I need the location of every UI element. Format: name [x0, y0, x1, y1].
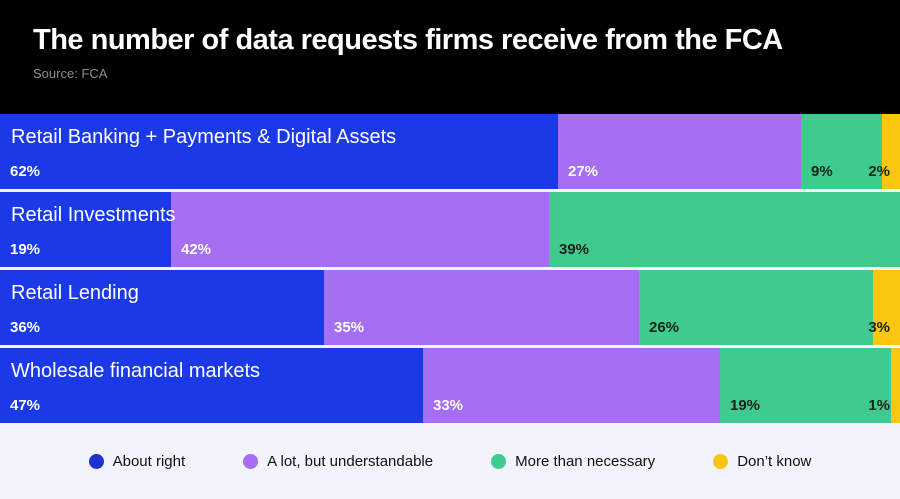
bar-value-label: 2% — [868, 163, 890, 180]
legend-dot-icon — [243, 453, 259, 469]
legend-label: A lot, but understandable — [267, 452, 434, 470]
bar-category-label: Retail Lending — [11, 282, 139, 304]
bar-segment-a-lot-but-understandable: 27% — [558, 114, 801, 189]
bar-value-label: 3% — [868, 319, 890, 336]
bar-segment-more-than-necessary: 39% — [549, 192, 900, 267]
bar-row-retail-lending: Retail Lending 36% 35% 26% 3% — [0, 270, 900, 345]
bar-value-label: 1% — [868, 397, 890, 414]
bar-row-retail-investments: Retail Investments 19% 42% 39% — [0, 192, 900, 267]
bar-category-label: Retail Investments — [11, 204, 176, 226]
legend-dot-icon — [713, 453, 729, 469]
bar-segment-don-t-know — [891, 348, 900, 423]
bar-category-label: Retail Banking + Payments & Digital Asse… — [11, 126, 397, 148]
bar-segment-about-right: 47% — [0, 348, 423, 423]
legend-item-don-t-know: Don’t know — [713, 453, 811, 470]
bar-segment-more-than-necessary: 19% — [720, 348, 891, 423]
legend-label: Don’t know — [737, 452, 812, 470]
chart-legend: About right A lot, but understandable More… — [0, 423, 900, 499]
bar-segment-more-than-necessary: 26% — [639, 270, 873, 345]
bar-segment-a-lot-but-understandable: 42% — [171, 192, 549, 267]
bar-value-label: 62% — [10, 163, 41, 180]
legend-item-a-lot-but-understandable: A lot, but understandable — [243, 453, 433, 470]
bar-value-label: 33% — [433, 397, 464, 414]
bar-value-label: 36% — [10, 319, 41, 336]
bar-category-label: Wholesale financial markets — [11, 360, 260, 382]
chart-source: Source: FCA — [33, 66, 108, 82]
bar-value-label: 42% — [181, 241, 212, 258]
bar-segment-a-lot-but-understandable: 35% — [324, 270, 639, 345]
bar-value-label: 19% — [10, 241, 41, 258]
bar-value-label: 9% — [811, 163, 833, 180]
bar-segment-about-right: 19% — [0, 192, 171, 267]
legend-dot-icon — [88, 453, 104, 469]
bar-value-label: 19% — [730, 397, 761, 414]
bar-segment-about-right: 62% — [0, 114, 558, 189]
bar-value-label: 26% — [649, 319, 680, 336]
bar-value-label: 39% — [559, 241, 590, 258]
bar-row-retail-banking-payments-digital-assets: Retail Banking + Payments & Digital Asse… — [0, 114, 900, 189]
bar-segment-don-t-know — [873, 270, 900, 345]
chart-title: The number of data requests firms receiv… — [33, 24, 783, 56]
bar-value-label: 27% — [568, 163, 599, 180]
bar-row-wholesale-financial-markets: Wholesale financial markets 47% 33% 19% 1% — [0, 348, 900, 423]
legend-item-more-than-necessary: More than necessary — [491, 453, 655, 470]
chart-header: The number of data requests firms receiv… — [0, 0, 900, 114]
bar-value-label: 47% — [10, 397, 41, 414]
legend-dot-icon — [491, 453, 507, 469]
legend-label: More than necessary — [515, 452, 656, 470]
bar-segment-don-t-know — [882, 114, 900, 189]
legend-label: About right — [112, 452, 186, 470]
bar-segment-more-than-necessary: 9% — [801, 114, 882, 189]
bar-segment-a-lot-but-understandable: 33% — [423, 348, 720, 423]
stacked-bar-chart: Retail Banking + Payments & Digital Asse… — [0, 114, 900, 423]
legend-item-about-right: About right — [88, 452, 186, 470]
bar-value-label: 35% — [334, 319, 365, 336]
bar-segment-about-right: 36% — [0, 270, 324, 345]
